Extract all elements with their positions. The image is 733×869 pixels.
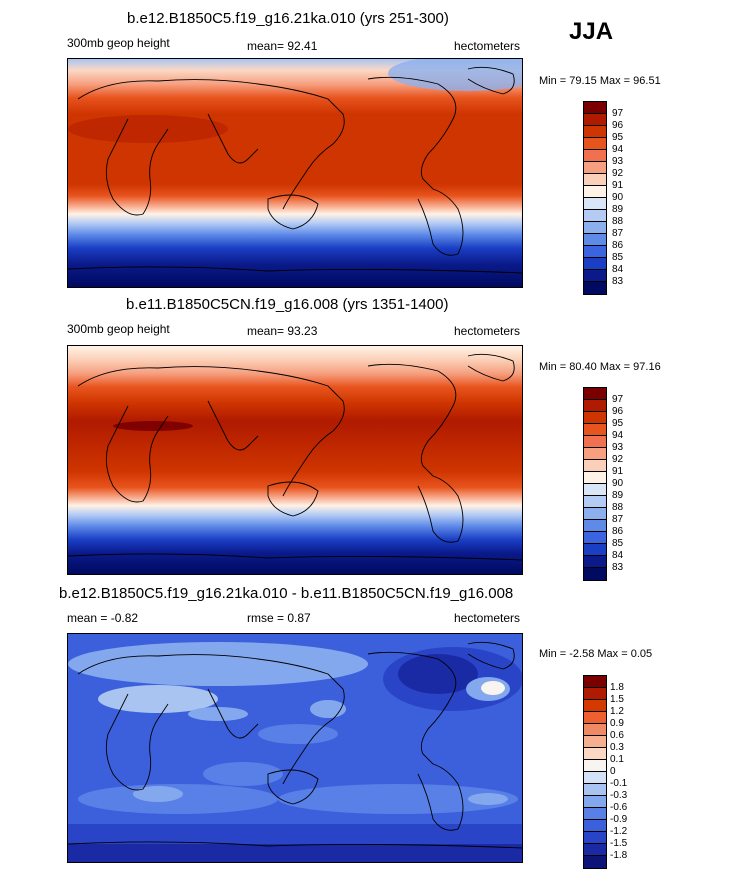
panel2-contour-plot xyxy=(68,346,522,574)
panel2-colorbar-label: 91 xyxy=(612,466,624,477)
panel3-coastlines xyxy=(68,641,522,849)
panel3-colorbar xyxy=(583,675,607,869)
panel1-colorbar-label: 85 xyxy=(612,252,624,263)
panel2-colorbar-label: 87 xyxy=(612,514,624,525)
panel3-colorbar-label: 0 xyxy=(610,766,616,777)
panel2-colorbar-label: 89 xyxy=(612,490,624,501)
panel1-colorbar-label: 84 xyxy=(612,264,624,275)
panel3-colorbar-label: -1.8 xyxy=(610,850,628,861)
panel3-colorbar-label: -1.5 xyxy=(610,838,628,849)
panel1-contour-plot xyxy=(68,59,522,287)
panel1-colorbar-label: 89 xyxy=(612,204,624,215)
panel2-map xyxy=(67,345,523,575)
panel1-right-label: hectometers xyxy=(454,39,521,53)
panel3-colorbar-label: 0.3 xyxy=(610,742,624,753)
panel3-colorbar-label: -0.9 xyxy=(610,814,628,825)
panel1-map xyxy=(67,58,523,288)
panel2-colorbar-label: 93 xyxy=(612,442,624,453)
panel1-colorbar-label: 92 xyxy=(612,168,624,179)
panel1-colorbar-label: 90 xyxy=(612,192,624,203)
panel1-colorbar-label: 96 xyxy=(612,120,624,131)
panel2-colorbar-label: 92 xyxy=(612,454,624,465)
panel2-colorbar xyxy=(583,387,607,581)
panel3-title: b.e12.B1850C5.f19_g16.21ka.010 - b.e11.B… xyxy=(59,585,514,602)
panel2-colorbar-label: 83 xyxy=(612,562,624,573)
panel1-colorbar-label: 95 xyxy=(612,132,624,143)
panel1-colorbar-label: 87 xyxy=(612,228,624,239)
panel3-minmax: Min = -2.58 Max = 0.05 xyxy=(539,648,653,660)
panel2-colorbar-label: 95 xyxy=(612,418,624,429)
panel1-center-label: mean= 92.41 xyxy=(247,39,318,53)
panel2-colorbar-label: 86 xyxy=(612,526,624,537)
panel1-minmax: Min = 79.15 Max = 96.51 xyxy=(539,75,661,87)
panel2-minmax: Min = 80.40 Max = 97.16 xyxy=(539,361,661,373)
panel2-colorbar-label: 97 xyxy=(612,394,624,405)
panel3-colorbar-label: 0.1 xyxy=(610,754,624,765)
panel1-title: b.e12.B1850C5.f19_g16.21ka.010 (yrs 251-… xyxy=(127,10,449,27)
panel3-colorbar-label: -0.1 xyxy=(610,778,628,789)
panel3-colorbar-label: 0.9 xyxy=(610,718,624,729)
panel2-center-label: mean= 93.23 xyxy=(247,324,318,338)
panel2-colorbar-label: 85 xyxy=(612,538,624,549)
panel3-contour-plot xyxy=(68,634,522,862)
panel1-colorbar-label: 83 xyxy=(612,276,624,287)
panel2-title: b.e11.B1850C5CN.f19_g16.008 (yrs 1351-14… xyxy=(126,296,449,313)
panel2-colorbar-label: 90 xyxy=(612,478,624,489)
panel3-left-label: mean = -0.82 xyxy=(67,611,139,625)
panel1-colorbar-label: 88 xyxy=(612,216,624,227)
panel1-colorbar-label: 91 xyxy=(612,180,624,191)
panel3-colorbar-label: 1.8 xyxy=(610,682,624,693)
panel3-colorbar-label: 1.5 xyxy=(610,694,624,705)
panel3-center-label: rmse = 0.87 xyxy=(247,611,311,625)
panel1-colorbar-label: 93 xyxy=(612,156,624,167)
panel1-colorbar-label: 94 xyxy=(612,144,624,155)
panel1-colorbar-label: 97 xyxy=(612,108,624,119)
panel3-colorbar-label: -1.2 xyxy=(610,826,628,837)
panel3-map xyxy=(67,633,523,863)
panel2-colorbar-label: 84 xyxy=(612,550,624,561)
panel2-right-label: hectometers xyxy=(454,324,521,338)
panel3-right-label: hectometers xyxy=(454,611,521,625)
panel3-colorbar-label: 1.2 xyxy=(610,706,624,717)
panel2-colorbar-label: 96 xyxy=(612,406,624,417)
panel2-colorbar-label: 94 xyxy=(612,430,624,441)
panel1-colorbar xyxy=(583,101,607,295)
panel3-colorbar-label: -0.6 xyxy=(610,802,628,813)
panel1-colorbar-label: 86 xyxy=(612,240,624,251)
panel1-left-label: 300mb geop height xyxy=(67,36,170,50)
panel2-left-label: 300mb geop height xyxy=(67,322,170,336)
panel2-colorbar-label: 88 xyxy=(612,502,624,513)
panel2-coastlines xyxy=(68,353,522,561)
season-label: JJA xyxy=(569,18,614,45)
panel3-colorbar-label: 0.6 xyxy=(610,730,624,741)
panel3-colorbar-label: -0.3 xyxy=(610,790,628,801)
panel1-coastlines xyxy=(68,66,522,274)
